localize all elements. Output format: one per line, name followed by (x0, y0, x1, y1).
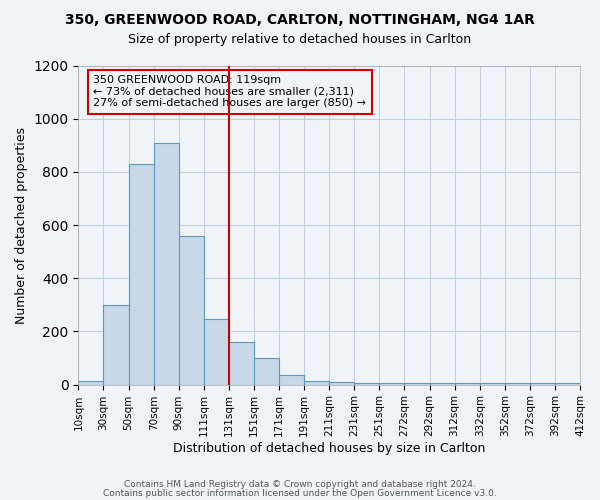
Text: Contains public sector information licensed under the Open Government Licence v3: Contains public sector information licen… (103, 488, 497, 498)
Bar (329, 382, 354, 384)
Text: Size of property relative to detached houses in Carlton: Size of property relative to detached ho… (128, 32, 472, 46)
Text: 350, GREENWOOD ROAD, CARLTON, NOTTINGHAM, NG4 1AR: 350, GREENWOOD ROAD, CARLTON, NOTTINGHAM… (65, 12, 535, 26)
Bar (154, 142, 179, 384)
Y-axis label: Number of detached properties: Number of detached properties (15, 126, 28, 324)
Bar (79, 380, 103, 384)
Bar (179, 236, 204, 384)
Bar (103, 305, 128, 384)
Text: Contains HM Land Registry data © Crown copyright and database right 2024.: Contains HM Land Registry data © Crown c… (124, 480, 476, 489)
Bar (229, 342, 254, 384)
Bar (128, 164, 154, 384)
Bar (304, 380, 329, 384)
Text: 350 GREENWOOD ROAD: 119sqm
← 73% of detached houses are smaller (2,311)
27% of s: 350 GREENWOOD ROAD: 119sqm ← 73% of deta… (94, 75, 367, 108)
Bar (204, 320, 229, 384)
Bar (279, 376, 304, 384)
X-axis label: Distribution of detached houses by size in Carlton: Distribution of detached houses by size … (173, 442, 485, 455)
Bar (254, 358, 279, 384)
